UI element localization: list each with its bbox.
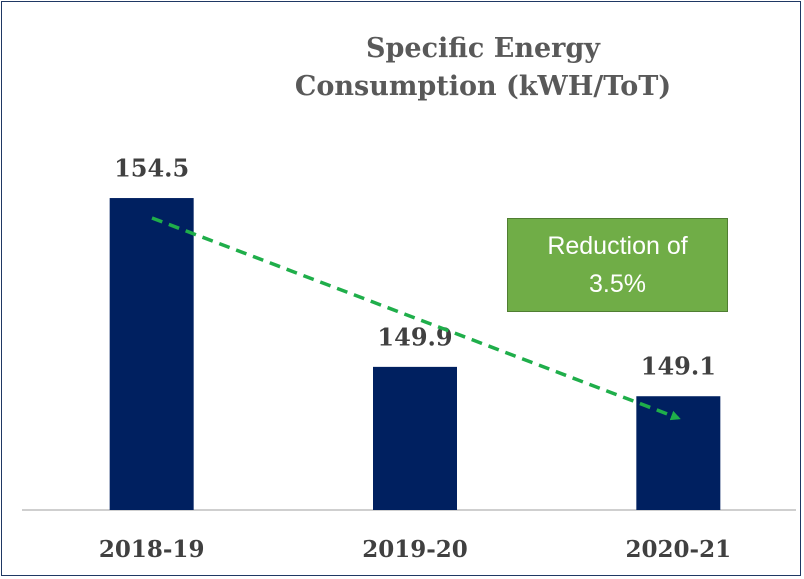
data-label: 149.1 [641,352,716,381]
x-tick-label: 2018-19 [99,536,205,563]
bar [373,366,457,510]
trend-arrow [151,216,681,421]
x-tick-label: 2020-21 [626,536,732,563]
annotation: Reduction of 3.5% [507,218,728,312]
chart-title: Specific Energy Consumption (kWH/ToT) [294,33,672,102]
data-label: 154.5 [114,154,189,183]
bar [636,396,721,510]
bar [109,198,194,511]
x-tick-label: 2019-20 [362,536,468,563]
